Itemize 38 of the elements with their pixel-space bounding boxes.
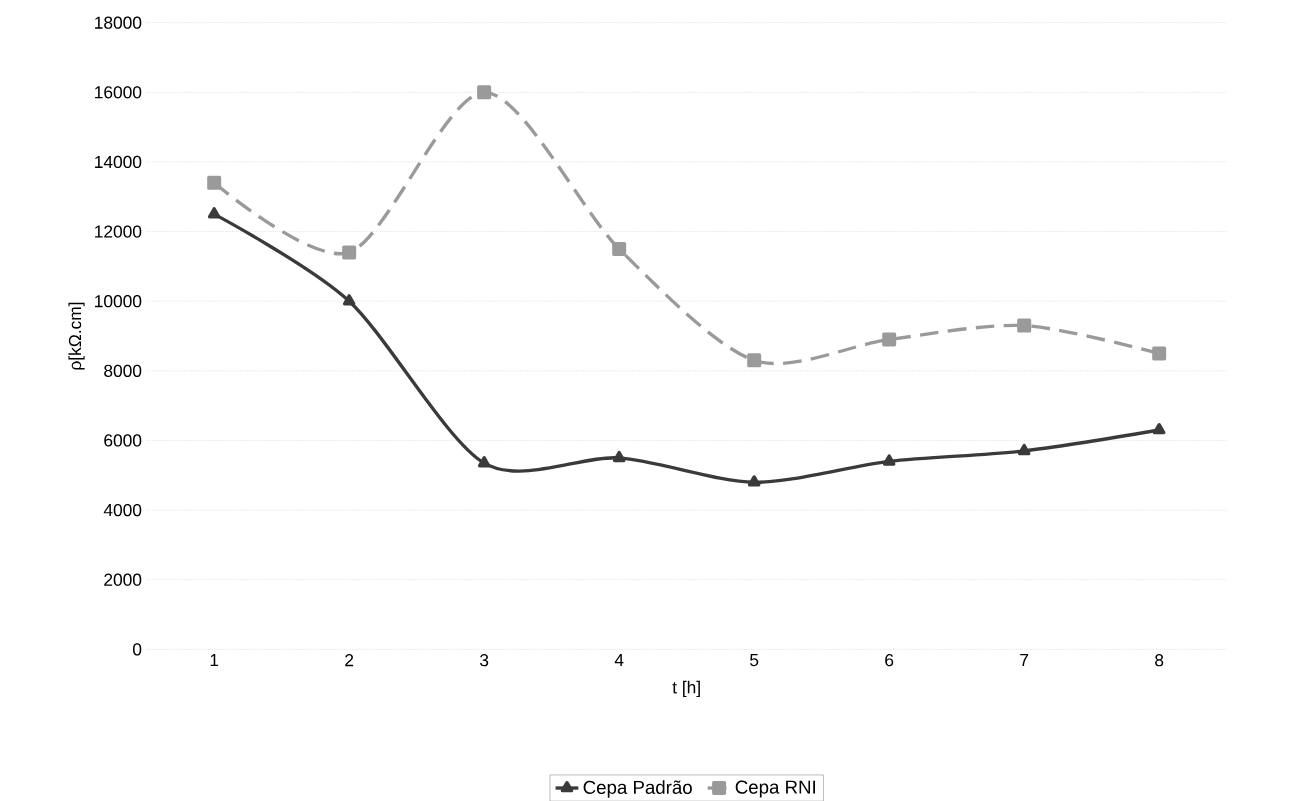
x-axis-title: t [h] bbox=[672, 680, 700, 697]
point bbox=[882, 454, 896, 466]
y-tick-label: 14000 bbox=[95, 155, 142, 168]
y-tick-label: 0 bbox=[132, 643, 142, 656]
x-tick-label: 4 bbox=[614, 653, 624, 666]
point bbox=[477, 455, 491, 468]
y-axis-title: ρ[kΩ.cm] bbox=[68, 302, 85, 370]
y-tick-label: 6000 bbox=[104, 434, 142, 447]
y-tick-label: 18000 bbox=[95, 16, 142, 29]
point bbox=[207, 175, 222, 190]
y-tick-label: 8000 bbox=[104, 364, 142, 377]
point bbox=[612, 450, 626, 462]
point bbox=[1152, 346, 1167, 361]
x-tick-label: 3 bbox=[480, 653, 489, 667]
x-tick-label: 8 bbox=[1155, 653, 1164, 667]
point bbox=[1017, 318, 1032, 333]
x-tick-label: 7 bbox=[1020, 653, 1029, 666]
point bbox=[477, 85, 492, 100]
legend-label: Cepa Padrão bbox=[583, 780, 692, 798]
legend-label: Cepa RNI bbox=[735, 780, 815, 798]
y-tick-label: 4000 bbox=[103, 503, 142, 517]
y-tick-label: 2000 bbox=[104, 573, 142, 586]
y-tick-label: 10000 bbox=[95, 294, 142, 308]
x-tick-label: 6 bbox=[885, 653, 894, 667]
point bbox=[882, 332, 897, 347]
x-tick-label: 2 bbox=[345, 653, 354, 666]
x-tick-label: 1 bbox=[210, 653, 219, 666]
point bbox=[207, 206, 221, 219]
point bbox=[612, 241, 627, 256]
point bbox=[1152, 422, 1166, 435]
y-tick-label: 12000 bbox=[95, 225, 142, 238]
point bbox=[747, 475, 761, 487]
y-tick-label: 16000 bbox=[95, 85, 142, 99]
point bbox=[1017, 443, 1031, 456]
point bbox=[342, 245, 357, 260]
point bbox=[747, 353, 762, 368]
point bbox=[342, 294, 356, 306]
x-tick-label: 5 bbox=[750, 653, 759, 666]
